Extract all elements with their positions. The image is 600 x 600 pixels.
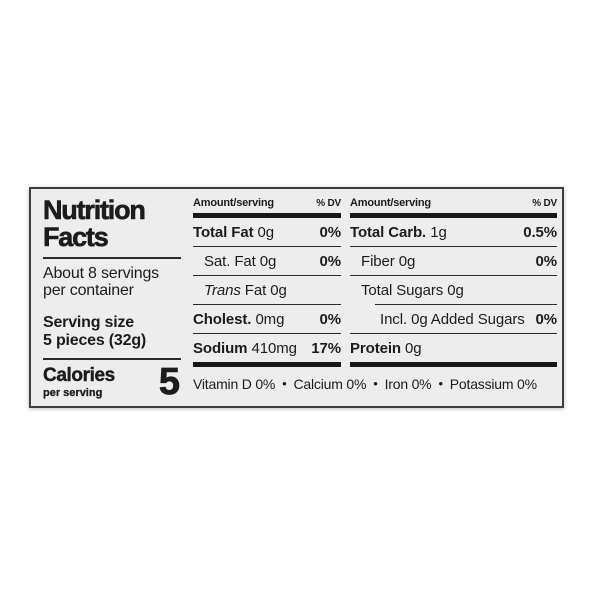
potassium-value: Potassium 0% — [449, 376, 537, 392]
label-title-line1: Nutrition — [43, 195, 146, 225]
divider — [43, 358, 181, 360]
iron-value: Iron 0% — [384, 376, 432, 392]
serving-size-label: Serving size — [43, 314, 134, 331]
nutrient-row-cholesterol: Cholest. 0mg 0% — [193, 305, 341, 333]
divider — [193, 246, 341, 247]
nutrient-dv: 17% — [311, 339, 341, 357]
nutrient-row-added-sugars: Incl. 0g Added Sugars 0% — [350, 305, 557, 333]
nutrient-dv: 0% — [319, 223, 342, 241]
divider — [375, 304, 557, 305]
amount-serving-header: Amount/serving — [350, 197, 431, 209]
nutrient-name: Incl. 0g Added Sugars — [380, 310, 525, 328]
nutrient-row-protein: Protein 0g — [350, 334, 557, 362]
nutrient-row-sodium: Sodium 410mg 17% — [193, 334, 341, 362]
servings-line1: About 8 servings — [43, 265, 159, 282]
nutrient-column-carb: Amount/serving % DV Total Carb. 1g 0.5% … — [350, 196, 557, 367]
nutrient-row-trans-fat: Trans Fat 0g — [193, 276, 341, 304]
nutrient-column-fat: Amount/serving % DV Total Fat 0g 0% Sat.… — [193, 196, 341, 367]
micronutrients-footer: Vitamin D 0% • Calcium 0% • Iron 0% • Po… — [193, 376, 557, 392]
calories-section: Calories per serving 5 — [43, 361, 181, 403]
nutrient-name: Total Carb. 1g — [350, 223, 447, 241]
nutrient-name: Total Sugars 0g — [361, 281, 464, 299]
vitamin-d-value: Vitamin D 0% — [193, 376, 276, 392]
nutrient-name: Fiber 0g — [361, 252, 416, 270]
calories-value: 5 — [158, 361, 180, 403]
nutrition-facts-label: Nutrition Facts About 8 servings per con… — [29, 187, 564, 408]
divider — [350, 333, 557, 334]
nutrient-dv: 0% — [535, 310, 558, 328]
nutrient-row-fiber: Fiber 0g 0% — [350, 247, 557, 275]
nutrient-dv: 0% — [319, 310, 342, 328]
nutrient-row-total-fat: Total Fat 0g 0% — [193, 218, 341, 246]
divider — [43, 257, 181, 259]
column-header: Amount/serving % DV — [193, 196, 341, 209]
bullet-separator: • — [282, 376, 287, 391]
thick-bar — [350, 213, 557, 218]
nutrient-row-sat-fat: Sat. Fat 0g 0% — [193, 247, 341, 275]
divider — [193, 333, 341, 334]
serving-size-value: 5 pieces (32g) — [43, 332, 147, 349]
nutrient-dv: 0.5% — [523, 223, 557, 241]
column-header: Amount/serving % DV — [350, 196, 557, 209]
label-nutrient-area: Amount/serving % DV Total Fat 0g 0% Sat.… — [193, 196, 557, 400]
thick-bar — [193, 362, 341, 367]
calories-labels: Calories per serving — [43, 365, 116, 399]
label-title-line2: Facts — [43, 222, 109, 252]
nutrient-row-total-carb: Total Carb. 1g 0.5% — [350, 218, 557, 246]
thick-bar — [193, 213, 341, 218]
calcium-value: Calcium 0% — [293, 376, 367, 392]
divider — [193, 275, 341, 276]
servings-per-container: About 8 servings per container — [43, 265, 193, 299]
servings-line2: per container — [43, 282, 134, 299]
divider — [350, 246, 557, 247]
nutrient-dv: 0% — [319, 252, 342, 270]
nutrient-row-total-sugars: Total Sugars 0g — [350, 276, 557, 304]
nutrient-name: Trans Fat 0g — [204, 281, 287, 299]
percent-dv-header: % DV — [532, 198, 557, 209]
nutrient-name: Sodium 410mg — [193, 339, 297, 357]
calories-label: Calories — [43, 365, 116, 386]
divider — [193, 304, 341, 305]
nutrient-name: Cholest. 0mg — [193, 310, 285, 328]
amount-serving-header: Amount/serving — [193, 197, 274, 209]
calories-sublabel: per serving — [43, 387, 103, 399]
label-title: Nutrition Facts — [43, 195, 193, 252]
nutrient-name: Protein 0g — [350, 339, 422, 357]
percent-dv-header: % DV — [316, 198, 341, 209]
label-left-column: Nutrition Facts About 8 servings per con… — [43, 195, 193, 403]
serving-size: Serving size 5 pieces (32g) — [43, 314, 193, 350]
nutrient-dv: 0% — [535, 252, 558, 270]
thick-bar — [350, 362, 557, 367]
nutrient-name: Total Fat 0g — [193, 223, 275, 241]
nutrient-name: Sat. Fat 0g — [204, 252, 277, 270]
bullet-separator: • — [373, 376, 378, 391]
bullet-separator: • — [438, 376, 443, 391]
divider — [350, 275, 557, 276]
nutrient-columns: Amount/serving % DV Total Fat 0g 0% Sat.… — [193, 196, 557, 367]
